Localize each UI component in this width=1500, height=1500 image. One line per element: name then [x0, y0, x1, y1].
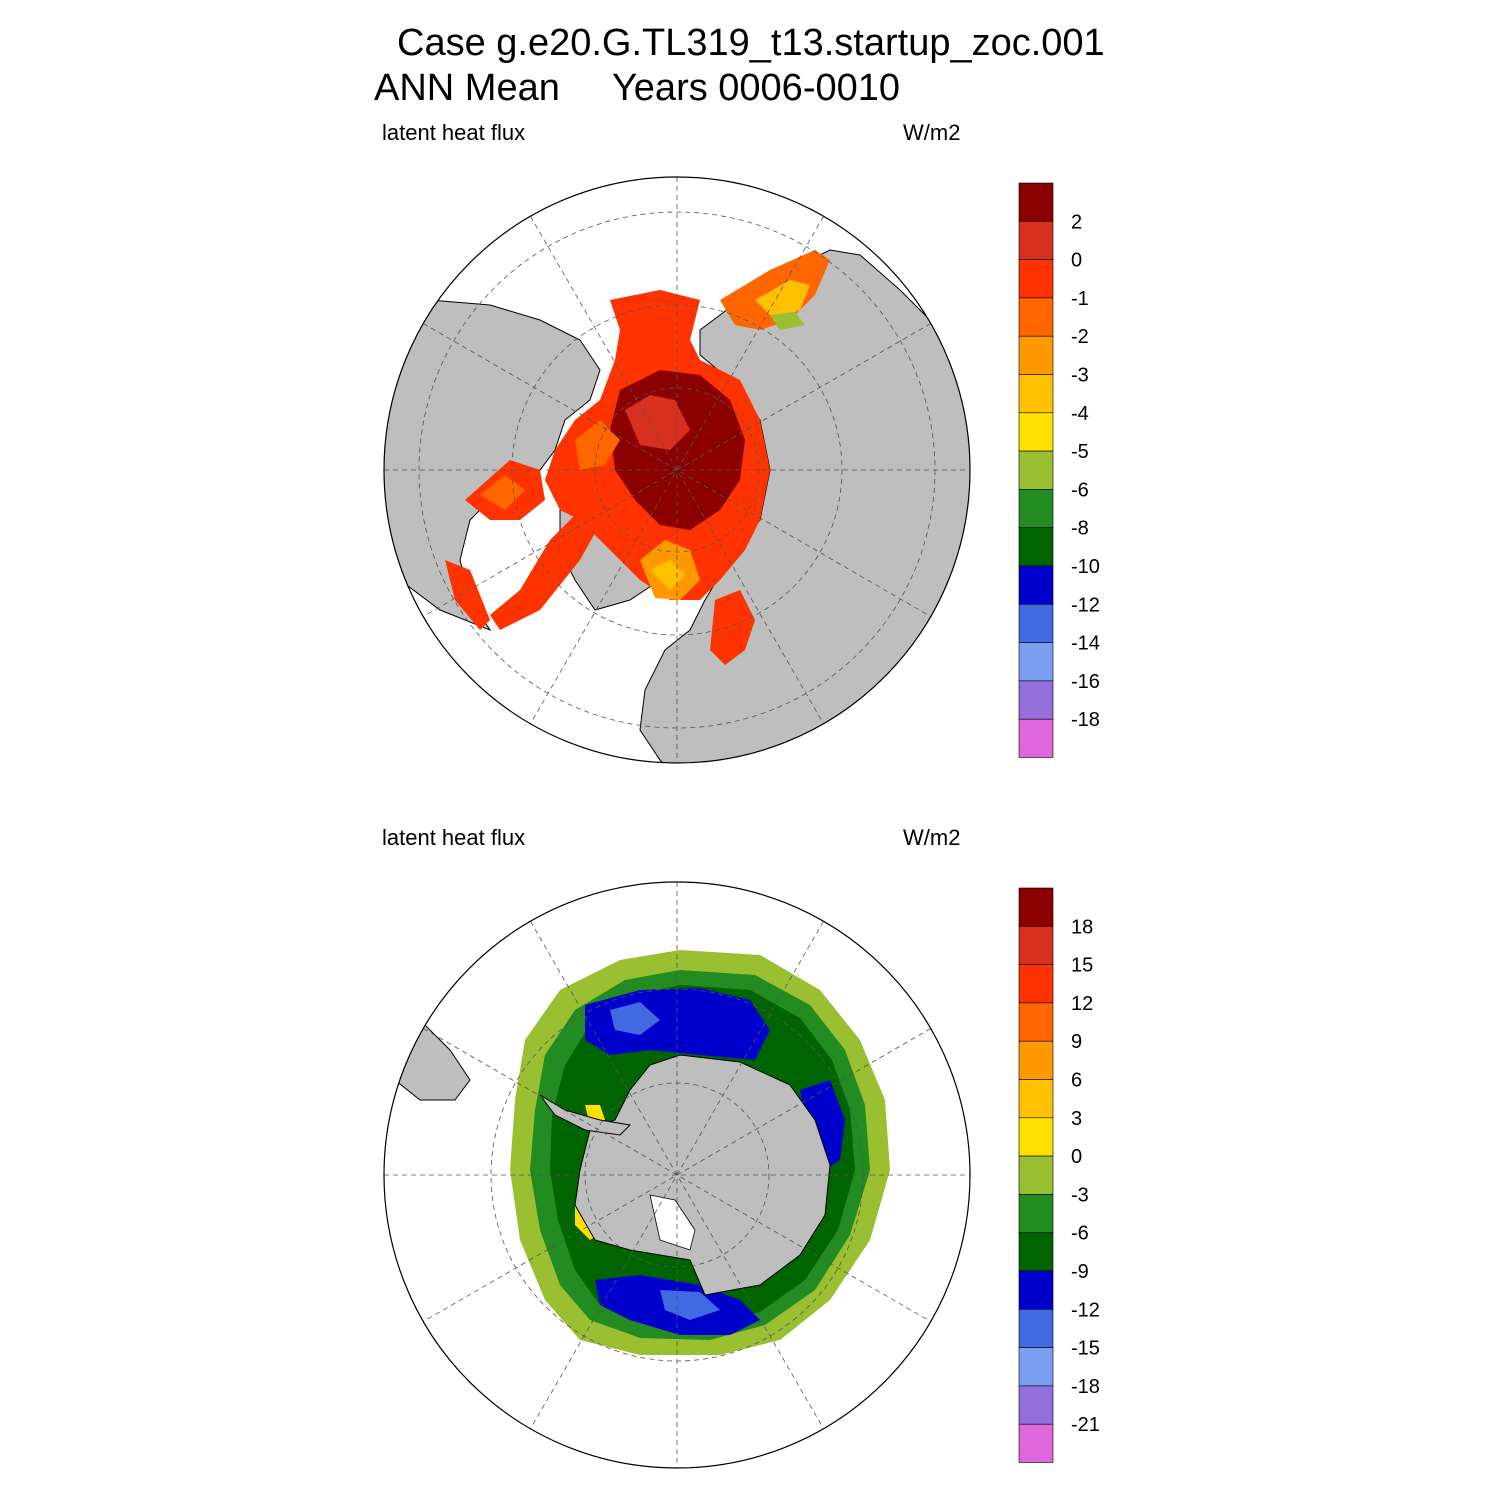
north-colorbar-swatch [1018, 297, 1054, 337]
south-land-peninsula [539, 1094, 632, 1136]
north-flux-labrador-orange [480, 475, 525, 510]
south-colorbar-tick-label: 18 [1071, 916, 1093, 938]
north-colorbar-tick-label: 2 [1071, 211, 1082, 233]
south-colorbar-swatch [1018, 1155, 1054, 1195]
south-colorbar-swatch [1018, 887, 1054, 927]
south-colorbar-tick-label: 9 [1071, 1031, 1082, 1053]
north-left-label: latent heat flux [382, 120, 526, 145]
south-colorbar-swatch [1018, 925, 1054, 965]
south-colorbar-tick-label: -6 [1071, 1223, 1089, 1245]
south-colorbar-tick-label: 15 [1071, 955, 1093, 977]
south-units-label: W/m2 [903, 825, 961, 850]
north-flux-baltic [710, 590, 755, 665]
south-colorbar-swatch [1018, 1117, 1054, 1157]
north-flux-baffin [490, 500, 605, 630]
north-colorbar-swatch [1018, 374, 1054, 414]
south-colorbar-tick-label: -9 [1071, 1261, 1089, 1283]
south-meridians [384, 882, 970, 1468]
south-parallels [490, 988, 864, 1362]
north-colorbar-tick-label: -3 [1071, 365, 1089, 387]
main-title-line2: ANN Mean Years 0006-0010 [374, 67, 901, 109]
south-colorbar-swatch [1018, 1194, 1054, 1234]
north-colorbar-tick-label: -16 [1071, 671, 1100, 693]
north-flux-hudson [575, 420, 620, 470]
south-map-field [384, 882, 970, 1468]
south-colorbar-tick-label: 6 [1071, 1070, 1082, 1092]
north-colorbar-swatch [1018, 412, 1054, 452]
south-colorbar-tick-label: 0 [1071, 1146, 1082, 1168]
north-colorbar-tick-label: -5 [1071, 441, 1089, 463]
south-colorbar: 18 15 12 9 6 3 0 -3 -6 -9 -12 -15 -18 -21 [1018, 887, 1100, 1463]
south-polar-map: 18 15 12 9 6 3 0 -3 -6 -9 -12 -15 -18 -21 [383, 881, 1100, 1469]
south-colorbar-tick-label: -12 [1071, 1299, 1100, 1321]
south-colorbar-tick-label: 12 [1071, 993, 1093, 1015]
south-colorbar-swatch [1018, 1309, 1054, 1348]
main-title-line1: Case g.e20.G.TL319_t13.startup_zoc.001 [397, 22, 1105, 64]
north-colorbar-swatch [1018, 259, 1054, 299]
south-colorbar-swatch [1018, 1347, 1054, 1387]
north-colorbar-swatch [1018, 221, 1054, 260]
south-colorbar-swatch [1018, 1423, 1054, 1463]
south-colorbar-swatch [1018, 1385, 1054, 1425]
south-colorbar-swatch [1018, 1040, 1054, 1080]
north-colorbar-swatch [1018, 565, 1054, 605]
south-colorbar-tick-label: -15 [1071, 1338, 1100, 1360]
north-colorbar-swatch [1018, 450, 1054, 490]
south-colorbar-swatch [1018, 1079, 1054, 1119]
north-flux-bering [755, 280, 810, 320]
north-flux-barents-yellow [650, 560, 685, 590]
south-colorbar-tick-label: -18 [1071, 1376, 1100, 1398]
north-meridians [384, 177, 970, 763]
north-map-border [383, 176, 971, 764]
north-flux-gulf [445, 560, 490, 630]
north-flux-arctic-mid [625, 395, 690, 450]
north-colorbar-swatch [1018, 489, 1054, 528]
north-colorbar-tick-label: -14 [1071, 633, 1100, 655]
north-flux-bering-green [770, 312, 805, 330]
north-colorbar-tick-label: -10 [1071, 556, 1100, 578]
north-colorbar-tick-label: -4 [1071, 403, 1089, 425]
north-polar-map: 2 0 -1 -2 -3 -4 -5 -6 -8 -10 -12 -14 -16 -18 [383, 176, 1100, 764]
south-colorbar-swatch [1018, 1232, 1054, 1272]
north-colorbar-tick-label: 0 [1071, 250, 1082, 272]
south-flux-blue-east [800, 1080, 845, 1170]
north-colorbar-tick-label: -1 [1071, 288, 1089, 310]
south-flux-lightblue-north [610, 1002, 660, 1035]
north-map-field [384, 177, 970, 763]
north-colorbar-swatch [1018, 527, 1054, 567]
north-colorbar-tick-label: -2 [1071, 326, 1089, 348]
north-colorbar-tick-label: -8 [1071, 518, 1089, 540]
north-colorbar-tick-label: -18 [1071, 709, 1100, 731]
north-colorbar-swatch [1018, 335, 1054, 375]
north-colorbar-swatch [1018, 182, 1054, 222]
south-flux-lightblue-south [660, 1290, 720, 1320]
north-parallels [418, 211, 936, 729]
south-left-label: latent heat flux [382, 825, 526, 850]
south-flux-blue-north [585, 988, 770, 1060]
north-colorbar-swatch [1018, 642, 1054, 682]
south-colorbar-tick-label: -21 [1071, 1414, 1100, 1436]
south-colorbar-swatch [1018, 1270, 1054, 1310]
north-colorbar-swatch [1018, 603, 1054, 643]
south-map-border [383, 881, 971, 1469]
south-land-ross-ice [649, 1194, 696, 1251]
north-colorbar-swatch [1018, 680, 1054, 720]
north-colorbar-tick-label: -6 [1071, 479, 1089, 501]
south-colorbar-swatch [1018, 964, 1054, 1004]
south-colorbar-tick-label: 3 [1071, 1108, 1082, 1130]
north-colorbar-tick-label: -12 [1071, 594, 1100, 616]
north-colorbar-swatch [1018, 718, 1054, 758]
north-units-label: W/m2 [903, 120, 961, 145]
north-colorbar: 2 0 -1 -2 -3 -4 -5 -6 -8 -10 -12 -14 -16 -18 [1018, 182, 1100, 758]
south-colorbar-tick-label: -3 [1071, 1184, 1089, 1206]
south-colorbar-swatch [1018, 1002, 1054, 1042]
